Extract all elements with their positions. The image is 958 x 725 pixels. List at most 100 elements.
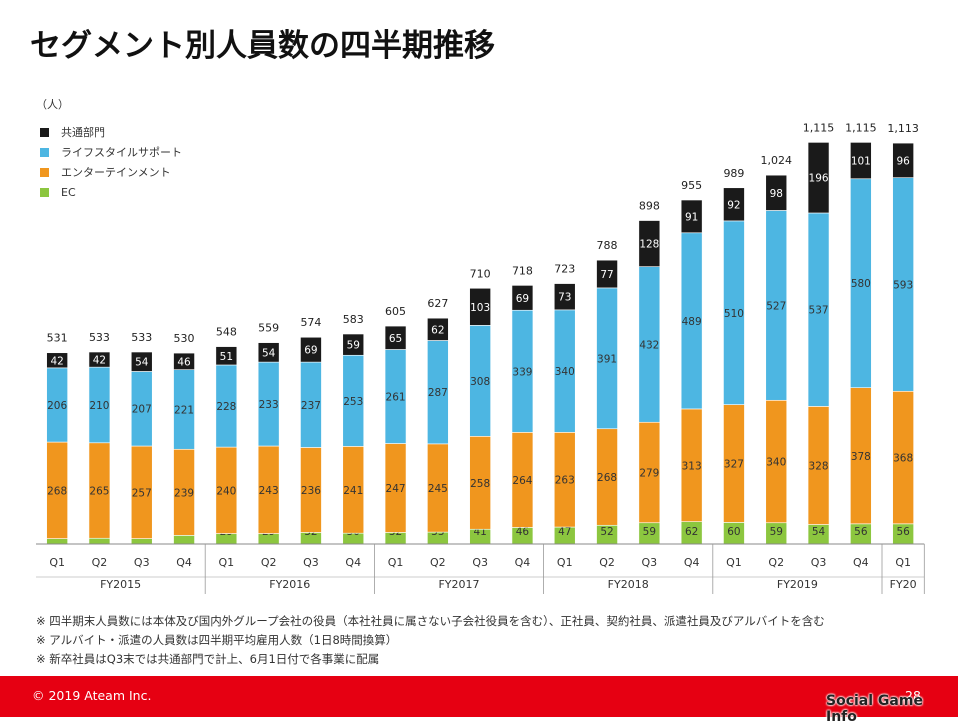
data-label: 313 xyxy=(682,460,702,472)
total-label: 1,113 xyxy=(887,122,919,135)
total-label: 710 xyxy=(470,267,491,280)
x-tick-label: Q4 xyxy=(853,556,869,569)
data-label: 62 xyxy=(685,526,698,538)
x-tick-label: Q2 xyxy=(92,556,108,569)
data-label: 327 xyxy=(724,458,744,470)
data-label: 253 xyxy=(343,396,363,408)
data-label: 328 xyxy=(809,460,829,472)
bar-segment xyxy=(88,537,111,545)
bar-segment xyxy=(892,142,914,178)
total-label: 533 xyxy=(131,331,152,344)
x-group-label: FY2019 xyxy=(777,578,818,591)
data-label: 60 xyxy=(727,526,740,538)
data-label: 69 xyxy=(304,345,317,357)
x-tick-label: Q1 xyxy=(49,556,65,569)
total-label: 788 xyxy=(597,239,618,252)
data-label: 237 xyxy=(301,400,321,412)
legend-swatch xyxy=(40,127,49,137)
x-tick-label: Q2 xyxy=(430,556,446,569)
data-label: 54 xyxy=(135,357,149,369)
x-tick-label: Q2 xyxy=(768,556,784,569)
watermark: Social Game Info xyxy=(826,693,923,725)
page-number: 28 xyxy=(905,688,921,703)
bar-segment xyxy=(596,259,618,289)
data-label: 59 xyxy=(643,526,656,538)
bar-segment xyxy=(807,142,830,214)
total-label: 627 xyxy=(427,297,448,310)
data-label: 593 xyxy=(893,279,913,291)
x-tick-label: Q3 xyxy=(472,556,488,569)
data-label: 245 xyxy=(428,483,448,495)
data-label: 101 xyxy=(851,156,871,168)
data-label: 62 xyxy=(431,324,444,336)
legend-item-ec: EC xyxy=(40,182,182,202)
data-label: 537 xyxy=(809,305,829,317)
total-label: 723 xyxy=(554,263,575,276)
data-label: 261 xyxy=(386,391,406,403)
data-label: 51 xyxy=(220,351,233,363)
data-label: 257 xyxy=(132,487,152,499)
page-title: セグメント別人員数の四半期推移 xyxy=(30,28,495,64)
data-label: 206 xyxy=(47,400,67,412)
data-label: 196 xyxy=(809,173,829,185)
total-label: 1,115 xyxy=(845,121,877,134)
bar-segment xyxy=(46,352,68,369)
data-label: 233 xyxy=(259,399,279,411)
data-label: 65 xyxy=(389,333,402,345)
total-label: 583 xyxy=(343,313,364,326)
x-tick-label: Q1 xyxy=(726,556,742,569)
data-label: 221 xyxy=(174,404,194,416)
unit-label: （人） xyxy=(36,98,69,111)
total-label: 989 xyxy=(723,167,744,180)
bar-segment xyxy=(469,287,491,326)
data-label: 308 xyxy=(470,376,490,388)
data-label: 391 xyxy=(597,353,617,365)
data-label: 368 xyxy=(893,453,913,465)
total-label: 1,115 xyxy=(803,121,835,134)
bar-segment xyxy=(680,199,703,234)
total-label: 533 xyxy=(89,331,110,344)
data-label: 42 xyxy=(93,355,106,367)
data-label: 432 xyxy=(639,339,659,351)
x-tick-label: Q1 xyxy=(557,556,573,569)
legend-label: エンターテインメント xyxy=(61,166,171,179)
data-label: 228 xyxy=(216,401,236,413)
legend-swatch xyxy=(40,187,49,197)
footnote: ※ 新卒社員はQ3末では共通部門で計上、6月1日付で各事業に配属 xyxy=(36,652,380,666)
data-label: 56 xyxy=(896,526,910,538)
bar-segment xyxy=(553,283,576,311)
total-label: 605 xyxy=(385,305,406,318)
legend-swatch xyxy=(40,147,49,157)
footnotes: ※ 四半期末人員数には本体及び国内外グループ会社の役員（本社社員に属さない子会社… xyxy=(36,612,825,669)
data-label: 279 xyxy=(639,468,659,480)
x-group-label: FY2017 xyxy=(438,578,479,591)
total-label: 898 xyxy=(639,200,660,213)
legend-label: EC xyxy=(61,185,76,199)
x-group-label: FY2016 xyxy=(269,578,310,591)
copyright: © 2019 Ateam Inc. xyxy=(32,688,152,703)
data-label: 236 xyxy=(301,485,321,497)
x-tick-label: Q4 xyxy=(176,556,192,569)
bar-segment xyxy=(723,187,745,222)
x-group-label: FY2018 xyxy=(608,578,649,591)
data-label: 339 xyxy=(512,366,532,378)
data-label: 128 xyxy=(639,239,659,251)
bar-segment xyxy=(173,352,195,370)
data-label: 241 xyxy=(343,485,363,497)
data-label: 340 xyxy=(766,457,786,469)
data-label: 54 xyxy=(262,347,276,359)
data-label: 207 xyxy=(132,404,152,416)
x-tick-label: Q1 xyxy=(895,556,911,569)
footer-bar: © 2019 Ateam Inc. 28 Social Game Info xyxy=(0,676,958,725)
x-tick-label: Q2 xyxy=(599,556,615,569)
total-label: 559 xyxy=(258,322,279,335)
bar-segment xyxy=(765,174,788,211)
bar-segment xyxy=(88,351,111,368)
data-label: 378 xyxy=(851,451,871,463)
total-label: 548 xyxy=(216,326,237,339)
data-label: 243 xyxy=(259,485,279,497)
data-label: 527 xyxy=(766,300,786,312)
x-tick-label: Q1 xyxy=(388,556,404,569)
x-tick-label: Q3 xyxy=(642,556,658,569)
data-label: 91 xyxy=(685,211,698,223)
